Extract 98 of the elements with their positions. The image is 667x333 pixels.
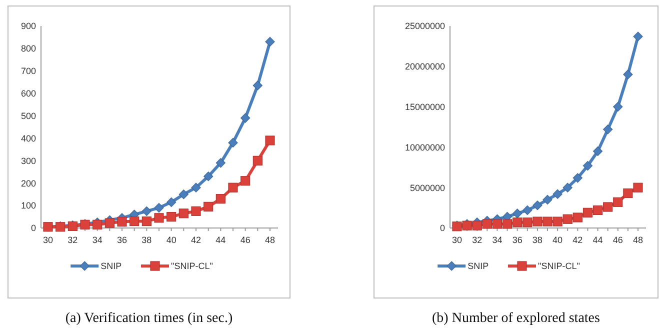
point [117, 216, 127, 227]
legend-label: SNIP [468, 261, 489, 272]
y-tick-label: 0 [30, 223, 36, 234]
point [252, 156, 262, 166]
x-tick-label: 48 [632, 235, 644, 245]
x-tick-label: 32 [472, 235, 482, 245]
point [252, 80, 262, 90]
y-tick-label: 700 [20, 66, 36, 76]
point [216, 158, 226, 168]
y-tick-label: 25000000 [404, 21, 445, 32]
y-tick-label: 15000000 [404, 102, 445, 112]
point [265, 136, 275, 146]
x-tick-label: 46 [240, 235, 250, 245]
point [482, 219, 492, 229]
point [512, 218, 522, 228]
point [592, 205, 603, 216]
y-tick-label: 5000000 [410, 182, 445, 193]
point [633, 32, 643, 42]
y-tick-label: 900 [20, 21, 36, 32]
x-tick-label: 34 [492, 235, 502, 245]
point [204, 202, 214, 212]
point [502, 219, 512, 229]
point [512, 208, 522, 218]
point [522, 205, 532, 216]
point [552, 189, 562, 199]
point [191, 182, 201, 192]
point [216, 194, 226, 204]
text: (b) Number of explored states [432, 311, 600, 326]
y-tick-label: 20000000 [404, 62, 445, 72]
point [603, 124, 613, 134]
point [522, 218, 532, 228]
point [492, 219, 502, 229]
legend-label: SNIP [100, 261, 122, 272]
point [532, 200, 542, 210]
y-tick-label: 500 [20, 110, 36, 121]
point [623, 70, 633, 80]
point [228, 182, 238, 192]
point [613, 197, 623, 207]
point [240, 176, 250, 186]
y-tick-label: 100 [20, 200, 36, 211]
text: (a) Verification times (in sec.) [65, 311, 233, 326]
point [603, 202, 613, 212]
y-tick-label: 10000000 [404, 142, 445, 152]
point [633, 182, 643, 192]
point [472, 220, 482, 230]
x-tick-label: 48 [264, 235, 276, 245]
point [204, 172, 214, 182]
point [532, 216, 542, 226]
x-tick-label: 36 [116, 235, 128, 245]
x-tick-label: 30 [452, 235, 462, 245]
point [240, 113, 250, 123]
x-tick-label: 32 [68, 235, 78, 245]
point [562, 182, 572, 192]
point [572, 212, 582, 222]
point [552, 216, 562, 226]
y-tick-label: 800 [20, 44, 36, 54]
legend-label: "SNIP-CL" [538, 261, 580, 272]
y-tick-label: 0 [440, 223, 445, 234]
x-tick-label: 44 [216, 235, 226, 245]
x-tick-label: 42 [572, 235, 583, 245]
point [582, 208, 593, 218]
x-tick-label: 34 [92, 235, 102, 245]
point [592, 146, 603, 156]
y-tick-label: 300 [20, 156, 36, 166]
point [582, 160, 593, 171]
y-tick-label: 600 [20, 88, 36, 98]
point [130, 216, 140, 226]
x-tick-label: 38 [532, 235, 542, 245]
x-tick-label: 44 [592, 235, 603, 245]
x-tick-label: 30 [42, 235, 54, 245]
point [613, 102, 623, 112]
point [191, 206, 201, 216]
x-tick-label: 42 [190, 235, 202, 245]
point [166, 212, 176, 222]
x-tick-label: 36 [512, 235, 522, 245]
point [104, 218, 114, 228]
point [154, 203, 164, 213]
point [178, 190, 188, 200]
point [142, 216, 152, 226]
point [562, 214, 572, 224]
x-tick-label: 40 [166, 235, 176, 245]
point [572, 173, 582, 183]
y-tick-label: 200 [20, 178, 36, 188]
point [623, 188, 633, 198]
point [228, 138, 238, 148]
point [142, 206, 152, 216]
point [542, 216, 552, 226]
point [166, 197, 176, 207]
x-tick-label: 46 [612, 235, 623, 245]
point [92, 220, 102, 230]
point [178, 208, 188, 218]
point [542, 194, 552, 205]
point [265, 36, 275, 47]
legend-label: "SNIP-CL" [171, 261, 213, 272]
y-tick-label: 400 [20, 133, 36, 144]
x-tick-label: 40 [552, 235, 563, 245]
x-tick-label: 38 [142, 235, 152, 245]
point [154, 213, 164, 223]
